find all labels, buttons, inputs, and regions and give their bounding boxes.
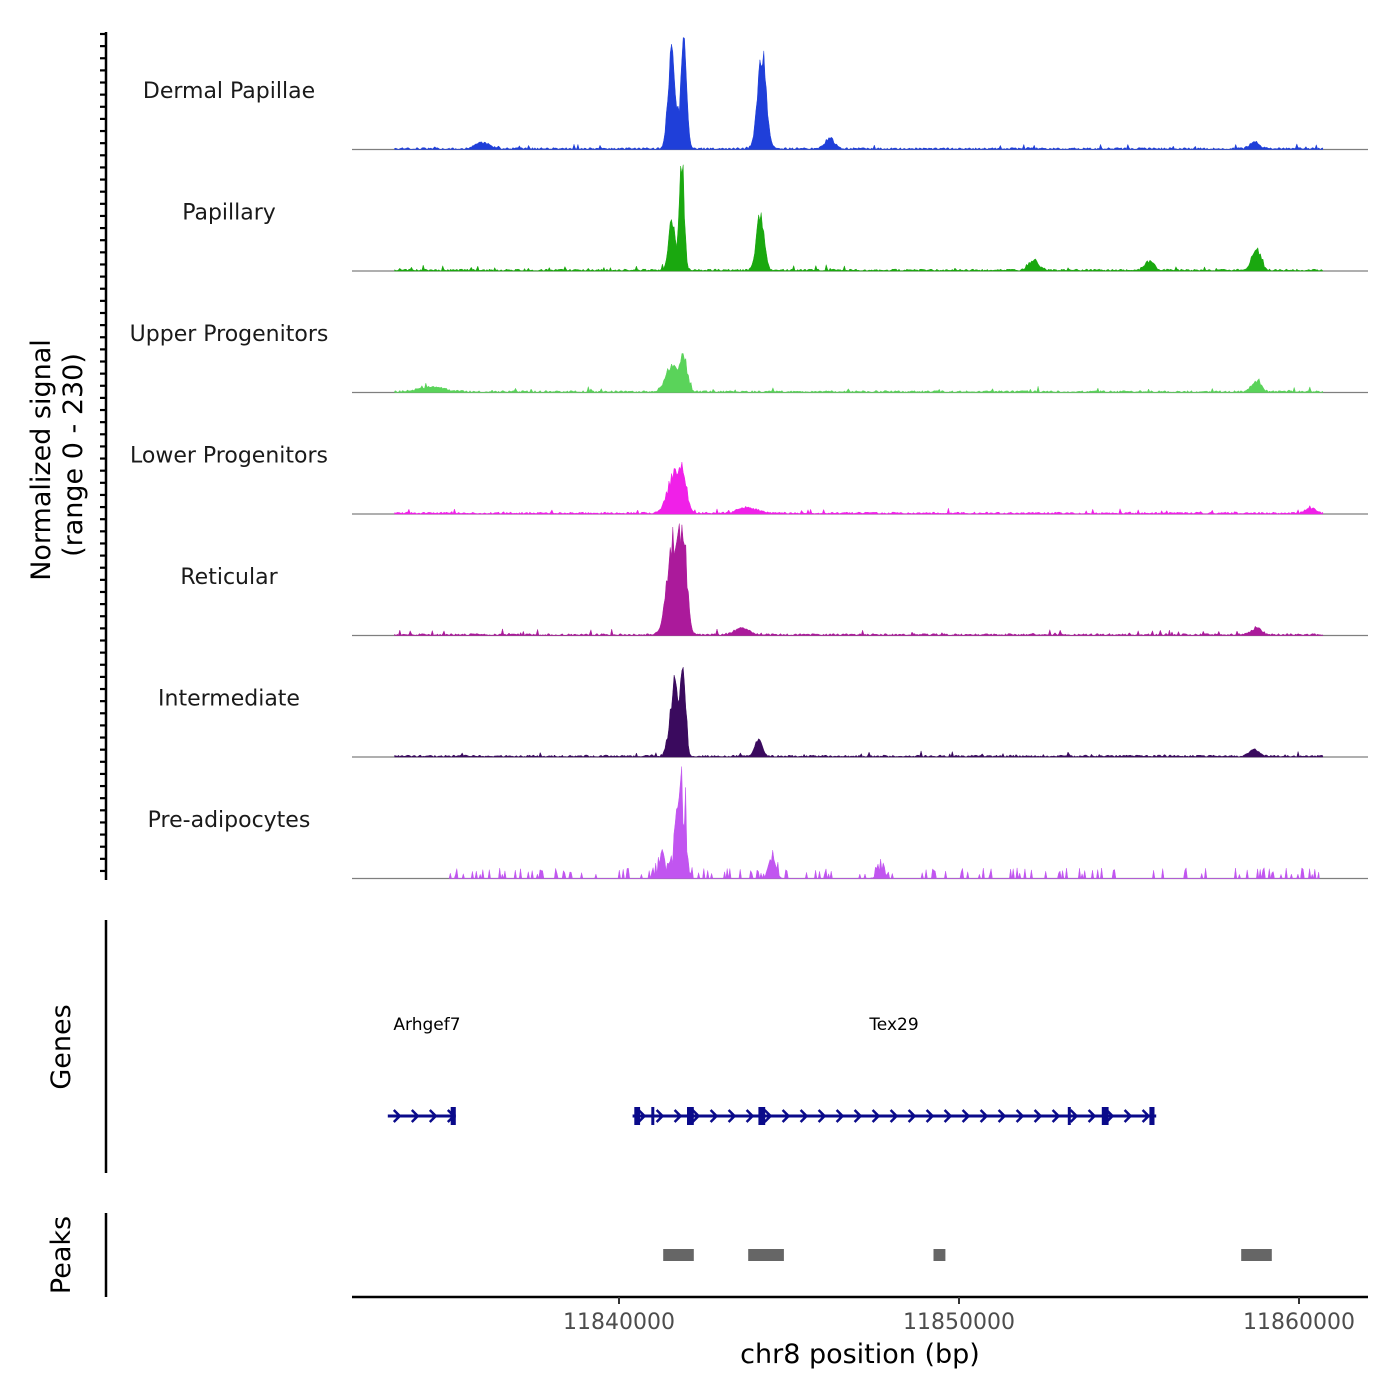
- x-axis-title: chr8 position (bp): [740, 1339, 980, 1370]
- strand-arrow: [871, 1109, 881, 1123]
- track-label: Lower Progenitors: [130, 444, 328, 469]
- gene-label: Arhgef7: [393, 1015, 460, 1035]
- track-label: Upper Progenitors: [130, 322, 329, 347]
- y-axis-title: Normalized signal: [26, 339, 57, 581]
- strand-arrow: [1051, 1109, 1061, 1123]
- coverage-area: [394, 353, 1324, 393]
- strand-arrow: [1141, 1109, 1151, 1123]
- exon: [1101, 1107, 1109, 1125]
- strand-arrow: [709, 1109, 719, 1123]
- exon: [651, 1107, 655, 1125]
- strand-arrow: [428, 1109, 438, 1123]
- peak-region: [748, 1249, 784, 1261]
- track-label: Dermal Papillae: [143, 79, 315, 104]
- strand-arrow: [943, 1109, 953, 1123]
- strand-arrow: [1069, 1109, 1079, 1123]
- peak-regions: [663, 1249, 1272, 1261]
- coverage-area: [448, 766, 1320, 879]
- track-labels: Dermal Papillae Papillary Upper Progenitor…: [130, 79, 329, 833]
- strand-arrow: [979, 1109, 989, 1123]
- exon: [687, 1107, 694, 1125]
- exon: [1149, 1107, 1155, 1125]
- strand-arrow: [1015, 1109, 1025, 1123]
- strand-arrow: [392, 1109, 402, 1123]
- x-tick-label: 11860000: [1243, 1310, 1355, 1335]
- exon: [634, 1107, 641, 1125]
- x-tick-label: 11840000: [563, 1310, 675, 1335]
- exon: [1067, 1107, 1071, 1125]
- strand-arrow: [1087, 1109, 1097, 1123]
- coverage-area: [394, 523, 1324, 636]
- coverage-area: [394, 37, 1324, 150]
- coverage-area: [394, 164, 1324, 272]
- strand-arrow: [727, 1109, 737, 1123]
- strand-arrow: [961, 1109, 971, 1123]
- strand-arrow: [1033, 1109, 1043, 1123]
- x-axis-ticks: 11840000 11850000 11860000: [563, 1297, 1355, 1335]
- signal-y-axis-ticks: [100, 32, 106, 873]
- strand-arrow: [763, 1109, 773, 1123]
- exon: [450, 1107, 456, 1125]
- strand-arrow: [637, 1109, 647, 1123]
- strand-arrow: [745, 1109, 755, 1123]
- strand-arrow: [853, 1109, 863, 1123]
- track-label: Papillary: [182, 201, 276, 226]
- track-label: Intermediate: [158, 687, 300, 712]
- gene-label: Tex29: [868, 1015, 918, 1035]
- strand-arrow: [410, 1109, 420, 1123]
- peaks-panel-label: Peaks: [46, 1216, 77, 1294]
- strand-arrow: [799, 1109, 809, 1123]
- coverage-area: [394, 461, 1324, 515]
- strand-arrow: [997, 1109, 1007, 1123]
- peak-region: [933, 1249, 946, 1261]
- strand-arrow: [907, 1109, 917, 1123]
- y-axis-subtitle: (range 0 - 230): [58, 353, 89, 557]
- strand-arrow: [691, 1109, 701, 1123]
- gene-annotations: Arhgef7 Tex29: [387, 1015, 1157, 1125]
- peak-region: [1241, 1249, 1272, 1261]
- strand-arrow: [817, 1109, 827, 1123]
- peak-region: [663, 1249, 694, 1261]
- genes-panel-label: Genes: [46, 1004, 77, 1089]
- strand-arrow: [781, 1109, 791, 1123]
- coverage-area: [394, 667, 1324, 758]
- x-tick-label: 11850000: [903, 1310, 1015, 1335]
- strand-arrow: [1123, 1109, 1133, 1123]
- exon: [758, 1107, 766, 1125]
- coverage-tracks: [352, 37, 1368, 880]
- strand-arrow: [655, 1109, 665, 1123]
- strand-arrow: [835, 1109, 845, 1123]
- track-label: Pre-adipocytes: [148, 808, 311, 833]
- strand-arrow: [889, 1109, 899, 1123]
- track-label: Reticular: [180, 565, 278, 590]
- strand-arrow: [673, 1109, 683, 1123]
- strand-arrow: [925, 1109, 935, 1123]
